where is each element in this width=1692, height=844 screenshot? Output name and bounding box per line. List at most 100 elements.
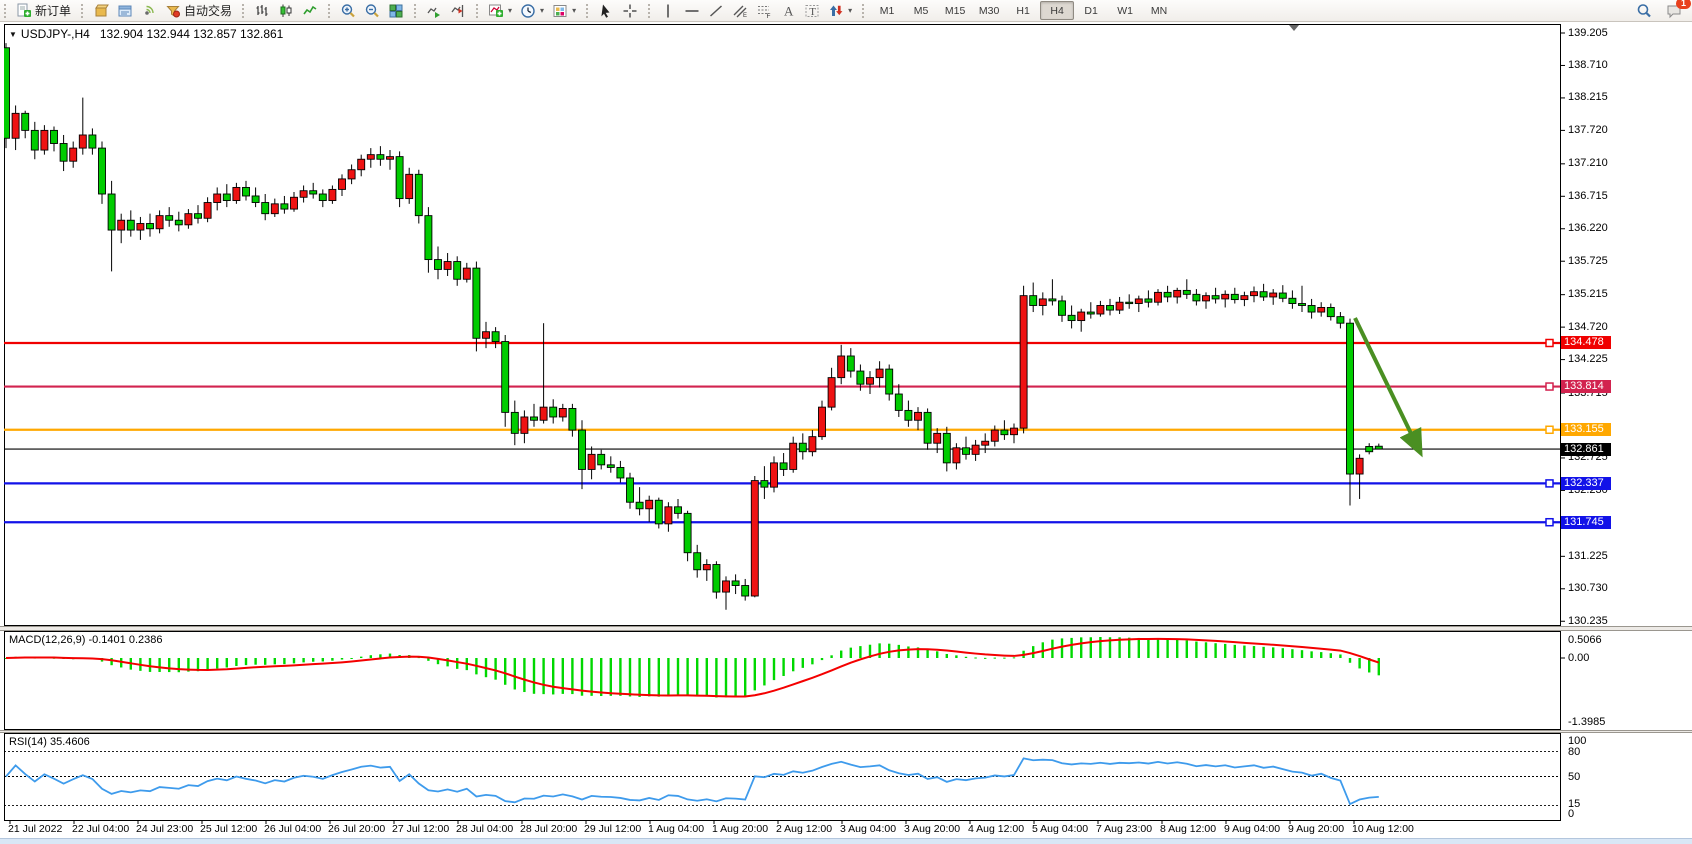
- zoom-out-button[interactable]: [360, 1, 384, 21]
- hline-handle[interactable]: [1545, 517, 1554, 527]
- macd-histogram-bar: [696, 658, 699, 697]
- timeframe-m15-button[interactable]: M15: [944, 4, 966, 17]
- time-tick-label: 26 Jul 04:00: [264, 823, 322, 835]
- notifications-button[interactable]: 1: [1662, 0, 1691, 21]
- macd-histogram-bar: [878, 643, 881, 658]
- candle: [798, 442, 807, 453]
- candle: [78, 134, 87, 149]
- candle: [1269, 292, 1278, 298]
- toolbar-group-handle: [328, 3, 334, 18]
- bar-chart-button[interactable]: [250, 1, 274, 21]
- autotrading-button[interactable]: 自动交易: [161, 1, 236, 21]
- candle-chart-button[interactable]: [274, 1, 298, 21]
- current-price-label: 132.861: [1561, 442, 1611, 456]
- timeframe-h4-button[interactable]: H4: [1040, 1, 1075, 20]
- candle: [1355, 457, 1364, 475]
- gold-cube-button[interactable]: [89, 1, 113, 21]
- candle: [11, 112, 20, 139]
- timeframe-d1-button[interactable]: D1: [1084, 4, 1098, 17]
- line-chart-button[interactable]: [298, 1, 322, 21]
- candle: [1058, 300, 1066, 316]
- hline-handle[interactable]: [1545, 425, 1554, 435]
- timeframe-m1-button[interactable]: M1: [879, 4, 895, 17]
- time-tick-label: 5 Aug 04:00: [1032, 823, 1089, 835]
- hline-handle[interactable]: [1545, 479, 1554, 488]
- candle: [1365, 446, 1374, 453]
- search-button[interactable]: [1632, 1, 1656, 21]
- new-order-icon: [17, 3, 31, 17]
- auto-scroll-button[interactable]: [422, 1, 446, 21]
- price-tick-label: 137.720: [1568, 123, 1608, 136]
- macd-histogram-bar: [801, 658, 804, 668]
- candle: [885, 368, 894, 395]
- candle: [184, 213, 193, 226]
- timeframe-w1-button[interactable]: W1: [1117, 4, 1133, 17]
- indicators-dropdown-icon[interactable]: ▾: [508, 6, 513, 15]
- chart-expand-icon[interactable]: ▼: [9, 30, 17, 39]
- chart-symbol-period: USDJPY-,H4: [20, 27, 90, 41]
- macd-histogram-bar: [897, 644, 900, 658]
- trendline-button[interactable]: [704, 1, 728, 21]
- arrows-button[interactable]: ▾: [824, 1, 856, 21]
- trend-arrow-object[interactable]: [1353, 317, 1423, 458]
- channel-button[interactable]: E: [728, 1, 752, 21]
- vertical-line-icon: [667, 4, 669, 17]
- fibonacci-button[interactable]: F: [752, 1, 776, 21]
- chart-shift-marker[interactable]: [1289, 25, 1299, 31]
- new-order-button[interactable]: 新订单: [12, 1, 75, 21]
- macd-histogram-bar: [4, 658, 8, 659]
- macd-histogram-bar: [196, 658, 200, 672]
- periods-dropdown-icon[interactable]: ▾: [540, 6, 545, 15]
- templates-dropdown-icon[interactable]: ▾: [572, 6, 577, 15]
- hline-handle[interactable]: [1545, 382, 1554, 391]
- macd-histogram-bar: [667, 658, 670, 696]
- price-tick-label: 134.720: [1568, 320, 1608, 333]
- macd-histogram-bar: [1137, 637, 1140, 658]
- time-tick-label: 3 Aug 20:00: [904, 823, 961, 835]
- rsi-50-label: 50: [1568, 770, 1581, 783]
- price-tick-label: 135.725: [1568, 254, 1608, 267]
- macd-histogram-bar: [312, 658, 315, 662]
- candle: [1010, 427, 1018, 436]
- macd-histogram-bar: [1348, 658, 1352, 663]
- candle: [702, 564, 711, 571]
- candle: [741, 585, 750, 597]
- candle: [290, 196, 298, 210]
- vertical-line-button[interactable]: [656, 1, 680, 21]
- arrows-dropdown-icon[interactable]: ▾: [848, 6, 853, 15]
- macd-histogram-bar: [187, 658, 190, 672]
- text-label-button[interactable]: T: [800, 1, 824, 21]
- zoom-in-button[interactable]: [336, 1, 360, 21]
- timeframe-m5-button[interactable]: M5: [913, 4, 929, 17]
- data-window-button[interactable]: [113, 1, 137, 21]
- macd-histogram-bar: [744, 658, 747, 697]
- text-button[interactable]: A: [776, 1, 800, 21]
- timeframe-h1-button[interactable]: H1: [1016, 4, 1030, 17]
- timeframe-mn-button[interactable]: MN: [1150, 4, 1168, 17]
- svg-text:T: T: [809, 6, 816, 18]
- macd-histogram-bar: [705, 658, 708, 697]
- tile-windows-button[interactable]: [384, 1, 408, 21]
- macd-histogram-bar: [1339, 654, 1342, 658]
- horizontal-line-button[interactable]: [680, 1, 704, 21]
- cursor-button[interactable]: [594, 1, 618, 21]
- mobile-signal-button[interactable]: [137, 1, 161, 21]
- toolbar-right: 1: [1632, 0, 1692, 21]
- crosshair-button[interactable]: [618, 1, 642, 21]
- svg-text:E: E: [743, 13, 747, 19]
- timeframe-m30-button[interactable]: M30: [978, 4, 1000, 17]
- templates-button[interactable]: ▾: [548, 1, 580, 21]
- macd-histogram-bar: [916, 647, 920, 658]
- candle: [914, 411, 922, 421]
- periods-button[interactable]: ▾: [516, 1, 548, 21]
- candle: [30, 129, 39, 151]
- chart-shift-button[interactable]: [446, 1, 470, 21]
- indicators-button[interactable]: ▾: [484, 1, 516, 21]
- rsi-0-label: 0: [1568, 808, 1575, 820]
- hline-handle[interactable]: [1545, 338, 1554, 348]
- text-icon: A: [784, 3, 794, 18]
- macd-histogram-bar: [1204, 642, 1208, 658]
- macd-histogram-bar: [715, 658, 718, 698]
- candle: [107, 193, 116, 231]
